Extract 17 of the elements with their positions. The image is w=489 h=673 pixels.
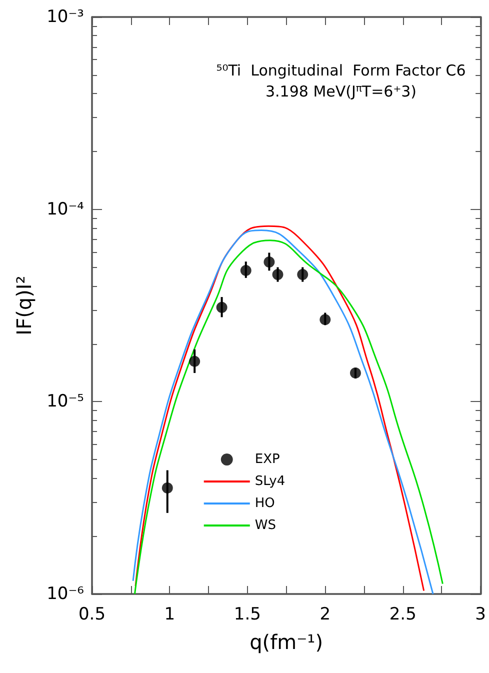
x-tick-label: 2.5 [389,604,416,624]
y-tick-label: 10⁻⁶ [46,584,84,604]
x-tick-label: 1.5 [234,604,261,624]
legend-label: HO [254,496,275,511]
x-tick-label: 0.5 [78,604,106,624]
x-axis-title: q(fm⁻¹) [250,630,323,654]
legend-label: EXP [254,452,280,467]
legend-label: WS [254,518,276,533]
y-tick-label: 10⁻³ [46,7,84,27]
legend-label: SLy4 [254,474,286,489]
x-tick-label: 1 [164,604,176,624]
y-axis-title: IF(q)I² [12,276,36,336]
text: ⁵⁰Ti Longitudinal Form Factor C6 [216,62,466,80]
x-tick-label: 3 [475,604,486,624]
x-tick-label: 2 [320,604,331,624]
y-tick-label: 10⁻⁴ [46,199,84,220]
y-tick-label: 10⁻⁵ [46,392,84,412]
